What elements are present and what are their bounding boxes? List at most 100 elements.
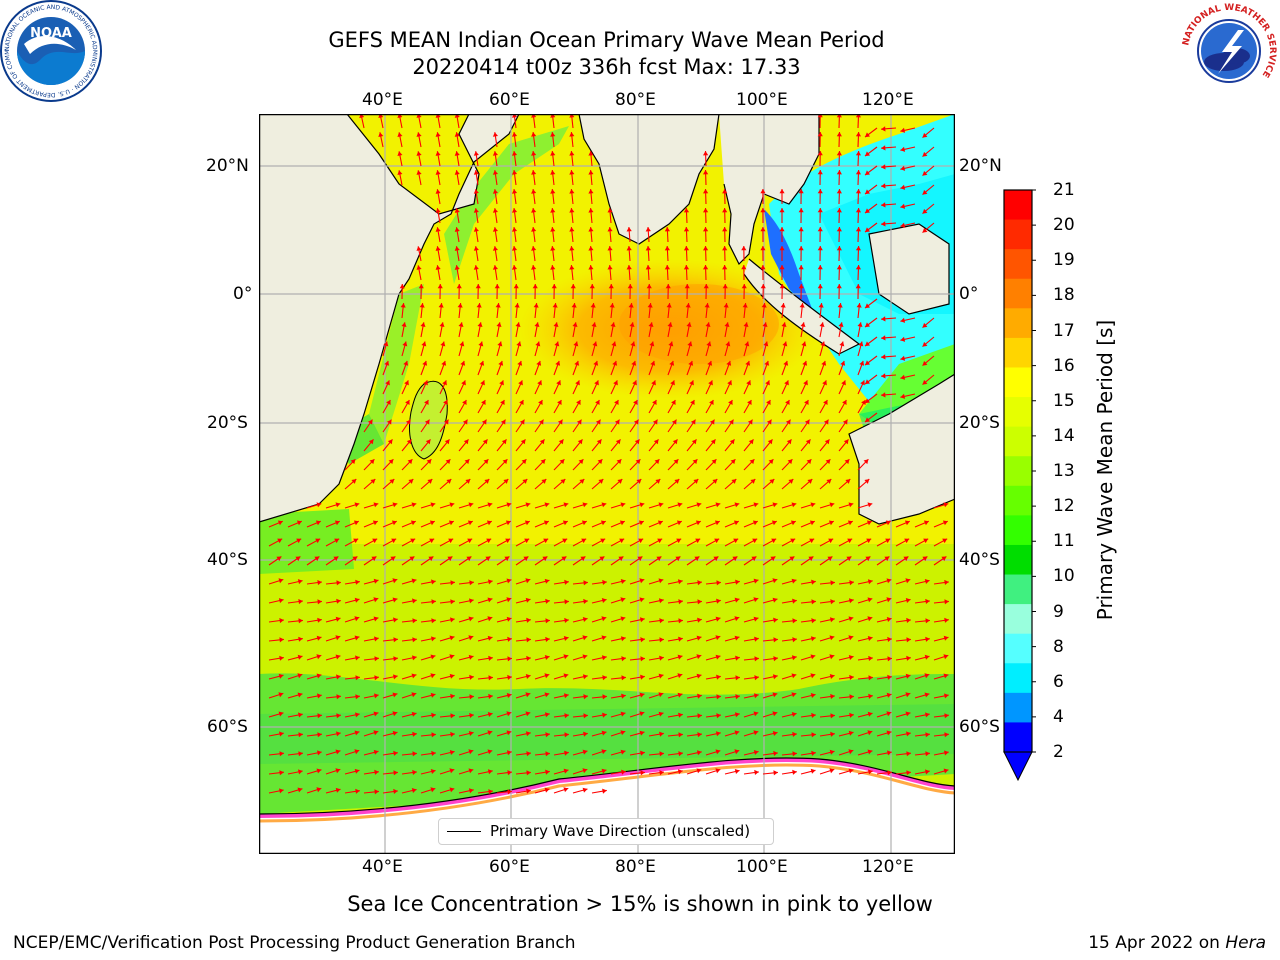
wave-arrow-head bbox=[502, 459, 508, 465]
wave-arrow-head bbox=[629, 322, 635, 327]
wave-arrow-head bbox=[754, 656, 759, 662]
wave-arrow-head bbox=[588, 227, 594, 232]
wave-arrow-head bbox=[506, 693, 512, 698]
wave-arrow-head bbox=[620, 616, 626, 622]
wave-arrow-head bbox=[593, 360, 599, 366]
wave-arrow-head bbox=[487, 769, 493, 775]
wave-arrow-head bbox=[811, 712, 816, 718]
colorbar-tick-label: 8 bbox=[1053, 636, 1064, 657]
colorbar-tick-labels: 21 20 19 18 17 16 15 14 13 12 11 10 9 8 6 4 2 bbox=[1044, 180, 1084, 770]
wave-arrow-head bbox=[540, 459, 546, 465]
wave-arrow-head bbox=[742, 303, 748, 308]
wave-arrow-head bbox=[378, 132, 384, 137]
wave-arrow-head bbox=[773, 770, 778, 776]
wave-arrow-head bbox=[607, 208, 613, 213]
wave-arrow-head bbox=[722, 189, 728, 194]
wave-arrow-head bbox=[735, 675, 740, 681]
wave-arrow-head bbox=[922, 360, 928, 366]
wave-arrow-head bbox=[903, 556, 909, 562]
wave-arrow-head bbox=[620, 730, 626, 736]
wave-arrow-head bbox=[620, 502, 626, 508]
wave-arrow-head bbox=[867, 597, 873, 603]
wave-arrow-head bbox=[887, 770, 892, 776]
wave-arrow-head bbox=[771, 520, 777, 526]
wave-arrow-head bbox=[449, 768, 455, 774]
wave-arrow-head bbox=[849, 674, 854, 680]
wave-arrow-head bbox=[836, 227, 842, 232]
wave-arrow-head bbox=[412, 637, 417, 643]
wave-arrow-head bbox=[601, 655, 607, 661]
wave-arrow-head bbox=[506, 616, 512, 622]
wave-arrow-head bbox=[705, 322, 711, 327]
wave-arrow-head bbox=[886, 711, 892, 717]
wave-arrow-head bbox=[500, 400, 505, 405]
wave-arrow-head bbox=[817, 189, 823, 194]
wave-arrow-head bbox=[564, 713, 569, 719]
wave-arrow-head bbox=[747, 419, 753, 425]
wave-arrow-head bbox=[391, 538, 397, 544]
wave-arrow-head bbox=[447, 556, 453, 562]
wave-arrow-head bbox=[427, 479, 433, 484]
wave-arrow-head bbox=[297, 654, 303, 660]
wave-arrow-head bbox=[664, 227, 670, 232]
wave-arrow-head bbox=[817, 246, 823, 251]
wave-arrow-head bbox=[544, 787, 550, 793]
wave-arrow-head bbox=[904, 538, 910, 544]
wave-arrow-head bbox=[671, 419, 677, 425]
colorbar-label: Primary Wave Mean Period [s] bbox=[1093, 319, 1117, 621]
wave-arrow-head bbox=[525, 692, 531, 698]
wave-arrow-head bbox=[855, 132, 861, 137]
wave-arrow-head bbox=[373, 597, 379, 603]
wave-arrow-head bbox=[454, 208, 460, 213]
wave-arrow-head bbox=[448, 538, 454, 544]
wave-arrow-head bbox=[582, 654, 588, 660]
wave-arrow-head bbox=[393, 788, 398, 794]
wave-arrow-head bbox=[906, 770, 911, 776]
wave-arrow-head bbox=[583, 598, 588, 604]
wave-arrow-head bbox=[731, 479, 737, 484]
wave-arrow-head bbox=[538, 419, 544, 425]
wave-arrow-head bbox=[449, 750, 455, 755]
wave-arrow-head bbox=[355, 655, 360, 661]
wave-arrow-head bbox=[564, 579, 569, 585]
wave-arrow-head bbox=[865, 151, 870, 157]
wave-arrow-head bbox=[636, 479, 642, 484]
wave-arrow-head bbox=[317, 617, 322, 623]
wave-arrow-head bbox=[652, 419, 658, 425]
wave-arrow-head bbox=[817, 132, 823, 137]
wave-arrow-head bbox=[526, 617, 531, 623]
wave-arrow-head bbox=[728, 419, 734, 425]
wave-arrow-head bbox=[393, 674, 398, 680]
wave-arrow-head bbox=[760, 246, 766, 251]
wave-arrow-head bbox=[725, 341, 731, 347]
lon-tick-bottom-80e: 80°E bbox=[615, 857, 656, 877]
wave-arrow-head bbox=[334, 538, 340, 544]
wave-arrow-head bbox=[373, 711, 379, 717]
wave-arrow-head bbox=[697, 713, 702, 719]
wave-arrow-head bbox=[707, 360, 713, 366]
wave-arrow-head bbox=[743, 322, 749, 327]
wave-arrow-head bbox=[749, 459, 755, 465]
wave-arrow-head bbox=[557, 400, 562, 405]
wave-arrow-head bbox=[374, 789, 379, 795]
wave-arrow-head bbox=[545, 769, 550, 775]
wave-arrow-head bbox=[488, 579, 493, 585]
wave-arrow-head bbox=[449, 673, 455, 679]
wave-arrow-head bbox=[512, 132, 518, 137]
wave-arrow-head bbox=[823, 419, 829, 425]
wave-arrow-head bbox=[791, 655, 797, 661]
wave-arrow-head bbox=[855, 265, 861, 270]
wave-arrow-head bbox=[512, 170, 518, 175]
wave-arrow-head bbox=[859, 360, 865, 366]
wave-arrow-head bbox=[696, 502, 702, 508]
wave-arrow-head bbox=[350, 459, 356, 465]
wave-arrow-head bbox=[354, 768, 360, 774]
wave-arrow-head bbox=[728, 400, 733, 405]
wave-arrow-head bbox=[437, 284, 443, 289]
wave-arrow-head bbox=[734, 616, 740, 622]
wave-arrow-head bbox=[766, 419, 772, 425]
wave-arrow-head bbox=[613, 380, 618, 386]
wave-arrow-head bbox=[885, 538, 891, 544]
wave-arrow-head bbox=[560, 479, 566, 484]
wave-arrow-head bbox=[817, 284, 823, 289]
